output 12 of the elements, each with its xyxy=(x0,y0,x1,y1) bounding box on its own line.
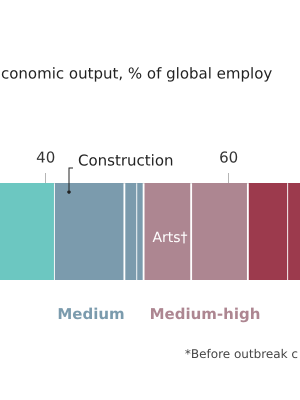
annotation: *Before outbreak c xyxy=(184,347,298,361)
annotation: Construction xyxy=(78,152,174,170)
x-tick-label: 40 xyxy=(36,148,56,166)
annotation: Medium xyxy=(57,305,125,323)
bar xyxy=(54,183,124,280)
bar xyxy=(144,183,190,280)
bar xyxy=(0,183,54,280)
annotation: Arts† xyxy=(152,230,188,246)
chart-title: conomic output, % of global employ xyxy=(1,64,272,82)
bar xyxy=(192,183,247,280)
annotation: Medium-high xyxy=(150,305,260,323)
x-tick-label: 60 xyxy=(219,148,238,166)
